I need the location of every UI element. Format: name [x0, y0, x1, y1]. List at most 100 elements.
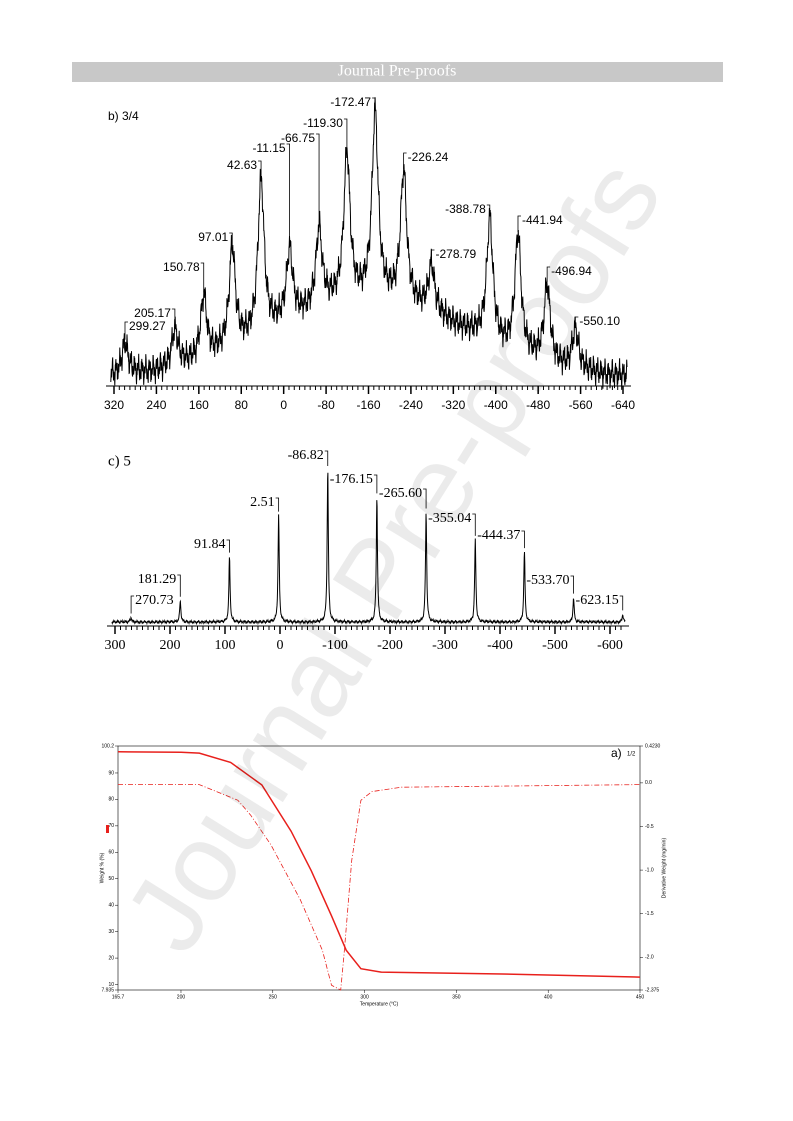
y-tick-label: 100.2 — [101, 743, 114, 749]
leader-line — [403, 152, 407, 169]
x-tick-label: 200 — [177, 994, 186, 1000]
figure-sublabel: 1/2 — [627, 752, 636, 758]
peak-label: -265.60 — [379, 486, 422, 501]
peak-label: 181.29 — [138, 572, 177, 587]
leader-line — [619, 595, 624, 611]
peak-label: -119.30 — [303, 116, 343, 130]
x-tick-label: -400 — [487, 638, 513, 653]
leader-line — [124, 321, 128, 340]
leader-line — [286, 143, 290, 248]
x-tick-label: -160 — [356, 398, 380, 412]
y-tick-label: 80 — [108, 797, 114, 803]
spectrum-trace — [111, 472, 626, 626]
peak-label: -278.79 — [435, 247, 476, 261]
leader-line — [570, 575, 574, 594]
x-tick-label: 400 — [544, 994, 553, 1000]
y-axis-label: Weight % (%) — [99, 852, 105, 883]
leader-line — [275, 497, 280, 512]
leader-line — [546, 266, 551, 282]
peak-label: -388.78 — [445, 202, 486, 216]
x-tick-label: -640 — [611, 398, 635, 412]
figure-label: c) 5 — [108, 453, 131, 469]
peak-label: 270.73 — [135, 593, 174, 608]
leader-line — [517, 215, 521, 232]
peak-label: 91.84 — [194, 537, 226, 552]
y2-tick-label: -1.5 — [645, 911, 654, 917]
leader-line — [423, 488, 427, 509]
leader-line — [372, 97, 376, 111]
leader-line — [171, 308, 176, 327]
y-tick-label: 30 — [108, 929, 114, 935]
leader-line — [324, 450, 329, 466]
peak-label: -496.94 — [551, 264, 592, 278]
peak-label: -172.47 — [330, 95, 371, 109]
y-tick-label: 90 — [108, 770, 114, 776]
series-line — [118, 784, 641, 991]
y2-tick-label: 0.4230 — [645, 743, 661, 749]
peak-label: 42.63 — [227, 158, 257, 172]
figure-label: b) 3/4 — [108, 109, 139, 123]
figure-label: a) — [611, 746, 622, 760]
x-tick-label: 300 — [360, 994, 369, 1000]
peak-label: -66.75 — [281, 131, 315, 145]
leader-line — [200, 262, 205, 293]
y-tick-label: 7.935 — [101, 987, 114, 993]
x-tick-label: 240 — [146, 398, 166, 412]
x-tick-label: 80 — [235, 398, 249, 412]
peak-label: 97.01 — [198, 230, 228, 244]
y2-tick-label: -1.0 — [645, 867, 654, 873]
y2-tick-label: -2.0 — [645, 955, 654, 961]
x-tick-label: 250 — [269, 994, 278, 1000]
leader-line — [316, 133, 320, 227]
x-tick-label: 300 — [105, 638, 126, 653]
x-tick-label: 320 — [104, 398, 124, 412]
x-tick-label: -240 — [399, 398, 423, 412]
leader-line — [574, 316, 579, 327]
y2-tick-label: -2.375 — [645, 987, 659, 993]
x-tick-label: -400 — [484, 398, 508, 412]
x-axis-label: Temperature (°C) — [360, 1001, 399, 1007]
peak-label: 150.78 — [163, 260, 200, 274]
x-tick-label: 165.7 — [112, 994, 125, 1000]
leader-line — [521, 530, 525, 549]
legend-swatch — [106, 825, 109, 833]
leader-line — [472, 513, 476, 536]
x-tick-label: -480 — [526, 398, 550, 412]
spectrum-trace — [110, 97, 628, 390]
plot-frame — [117, 745, 641, 991]
leader-line — [486, 204, 491, 217]
x-tick-label: -320 — [441, 398, 465, 412]
peak-label: -11.15 — [252, 141, 285, 155]
peak-label: -86.82 — [288, 448, 324, 463]
y-tick-label: 70 — [108, 823, 114, 829]
y2-tick-label: 0.0 — [645, 780, 652, 786]
x-tick-label: -500 — [542, 638, 568, 653]
leader-line — [343, 118, 348, 151]
leader-line — [431, 249, 435, 264]
x-tick-label: -200 — [377, 638, 403, 653]
peak-label: -355.04 — [428, 511, 471, 526]
x-tick-label: 100 — [215, 638, 236, 653]
y-tick-label: 10 — [108, 982, 114, 988]
leader-line — [373, 474, 378, 494]
x-tick-label: 350 — [452, 994, 461, 1000]
peak-label: 2.51 — [250, 495, 275, 510]
peak-label: -441.94 — [522, 213, 563, 227]
y2-tick-label: -0.5 — [645, 824, 654, 830]
x-tick-label: 160 — [189, 398, 209, 412]
leader-line — [226, 539, 230, 553]
x-tick-label: 0 — [280, 398, 287, 412]
series-line — [117, 751, 641, 978]
leader-line — [229, 232, 233, 246]
peak-label: -444.37 — [477, 528, 520, 543]
x-tick-label: -560 — [569, 398, 593, 412]
x-tick-label: 0 — [277, 638, 284, 653]
peak-label: -226.24 — [408, 150, 449, 164]
y-tick-label: 60 — [108, 850, 114, 856]
leader-line — [177, 574, 181, 597]
x-tick-label: -600 — [597, 638, 623, 653]
x-tick-label: -80 — [317, 398, 335, 412]
y2-axis-label: Derivative Weight (mg/min) — [661, 838, 667, 899]
